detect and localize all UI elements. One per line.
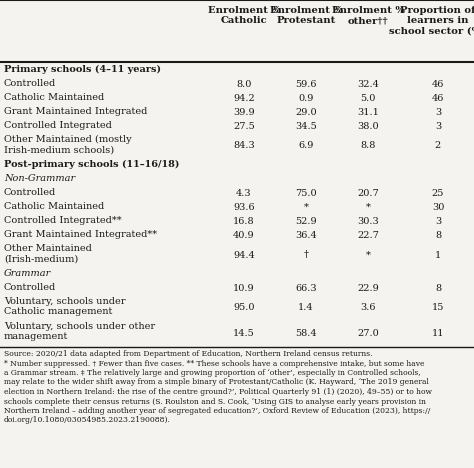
Text: 16.8: 16.8 [233, 217, 255, 226]
Text: 58.4: 58.4 [295, 329, 317, 337]
Text: 1.4: 1.4 [298, 304, 314, 313]
Text: 8: 8 [435, 231, 441, 240]
Text: Controlled Integrated: Controlled Integrated [4, 121, 112, 130]
Text: Other Maintained (mostly
Irish-medium schools): Other Maintained (mostly Irish-medium sc… [4, 135, 132, 154]
Text: 94.4: 94.4 [233, 250, 255, 259]
Text: 1: 1 [435, 250, 441, 259]
Text: 52.9: 52.9 [295, 217, 317, 226]
Text: Northern Ireland – adding another year of segregated education?’, Oxford Review : Northern Ireland – adding another year o… [4, 407, 430, 415]
Text: 3: 3 [435, 108, 441, 117]
Text: Voluntary, schools under other
management: Voluntary, schools under other managemen… [4, 322, 155, 341]
Text: 29.0: 29.0 [295, 108, 317, 117]
Text: 3.6: 3.6 [360, 304, 376, 313]
Text: Grammar: Grammar [4, 269, 51, 278]
Text: Catholic Maintained: Catholic Maintained [4, 202, 104, 211]
Text: may relate to the wider shift away from a simple binary of Protestant/Catholic (: may relate to the wider shift away from … [4, 379, 429, 387]
Text: 10.9: 10.9 [233, 284, 255, 293]
Text: 3: 3 [435, 122, 441, 131]
Text: Catholic Maintained: Catholic Maintained [4, 93, 104, 102]
Text: 8.0: 8.0 [237, 80, 252, 89]
Text: 40.9: 40.9 [233, 231, 255, 240]
Text: 30.3: 30.3 [357, 217, 379, 226]
Text: Controlled: Controlled [4, 283, 56, 292]
Text: 46: 46 [432, 80, 444, 89]
Text: 36.4: 36.4 [295, 231, 317, 240]
Text: *: * [365, 250, 371, 259]
Text: election in Northern Ireland: the rise of the centre ground?’, Political Quarter: election in Northern Ireland: the rise o… [4, 388, 432, 396]
Text: 0.9: 0.9 [298, 94, 314, 103]
Text: 84.3: 84.3 [233, 141, 255, 151]
Text: 27.5: 27.5 [233, 122, 255, 131]
Text: 31.1: 31.1 [357, 108, 379, 117]
Text: 30: 30 [432, 203, 444, 212]
Text: 46: 46 [432, 94, 444, 103]
Text: Enrolment %
Catholic: Enrolment % Catholic [208, 6, 281, 25]
Text: †: † [303, 250, 309, 259]
Text: Post-primary schools (11–16/18): Post-primary schools (11–16/18) [4, 160, 179, 169]
Text: doi.org/10.1080/03054985.2023.2190088).: doi.org/10.1080/03054985.2023.2190088). [4, 417, 171, 424]
Text: 8: 8 [435, 284, 441, 293]
Text: Other Maintained
(Irish-medium): Other Maintained (Irish-medium) [4, 244, 92, 263]
Text: Enrolment %
other††: Enrolment % other†† [331, 6, 404, 25]
Text: Enrolment %
Protestant: Enrolment % Protestant [270, 6, 342, 25]
Text: Primary schools (4–11 years): Primary schools (4–11 years) [4, 65, 161, 74]
Text: Proportion of
learners in
school sector (%): Proportion of learners in school sector … [390, 6, 474, 36]
Text: 2: 2 [435, 141, 441, 151]
Text: 20.7: 20.7 [357, 189, 379, 198]
Text: 11: 11 [432, 329, 444, 337]
Text: * Number suppressed. † Fewer than five cases. ** These schools have a comprehens: * Number suppressed. † Fewer than five c… [4, 359, 425, 367]
Text: 27.0: 27.0 [357, 329, 379, 337]
Text: *: * [303, 203, 309, 212]
Text: 22.9: 22.9 [357, 284, 379, 293]
Text: Controlled: Controlled [4, 79, 56, 88]
Text: 14.5: 14.5 [233, 329, 255, 337]
Text: 94.2: 94.2 [233, 94, 255, 103]
Text: 32.4: 32.4 [357, 80, 379, 89]
Text: 59.6: 59.6 [295, 80, 317, 89]
Text: Voluntary, schools under
Catholic management: Voluntary, schools under Catholic manage… [4, 297, 126, 316]
Text: 93.6: 93.6 [233, 203, 255, 212]
Text: 75.0: 75.0 [295, 189, 317, 198]
Text: 22.7: 22.7 [357, 231, 379, 240]
Text: 39.9: 39.9 [233, 108, 255, 117]
Text: 95.0: 95.0 [233, 304, 255, 313]
Text: *: * [365, 203, 371, 212]
Text: 5.0: 5.0 [360, 94, 376, 103]
Text: 3: 3 [435, 217, 441, 226]
Text: Controlled Integrated**: Controlled Integrated** [4, 216, 122, 225]
Text: 15: 15 [432, 304, 444, 313]
Text: 4.3: 4.3 [236, 189, 252, 198]
Text: 66.3: 66.3 [295, 284, 317, 293]
Text: 38.0: 38.0 [357, 122, 379, 131]
Text: Non-Grammar: Non-Grammar [4, 174, 75, 183]
Text: Grant Maintained Integrated**: Grant Maintained Integrated** [4, 230, 157, 239]
Text: 8.8: 8.8 [360, 141, 376, 151]
Text: 6.9: 6.9 [298, 141, 314, 151]
Text: Controlled: Controlled [4, 188, 56, 197]
Text: Grant Maintained Integrated: Grant Maintained Integrated [4, 107, 147, 116]
Text: 34.5: 34.5 [295, 122, 317, 131]
Text: Source: 2020/21 data adapted from Department of Education, Northern Ireland cens: Source: 2020/21 data adapted from Depart… [4, 350, 373, 358]
Text: a Grammar stream. ‡ The relatively large and growing proportion of ‘other’, espe: a Grammar stream. ‡ The relatively large… [4, 369, 421, 377]
Text: 25: 25 [432, 189, 444, 198]
Text: schools complete their census returns (S. Roulston and S. Cook, ‘Using GIS to an: schools complete their census returns (S… [4, 397, 426, 405]
